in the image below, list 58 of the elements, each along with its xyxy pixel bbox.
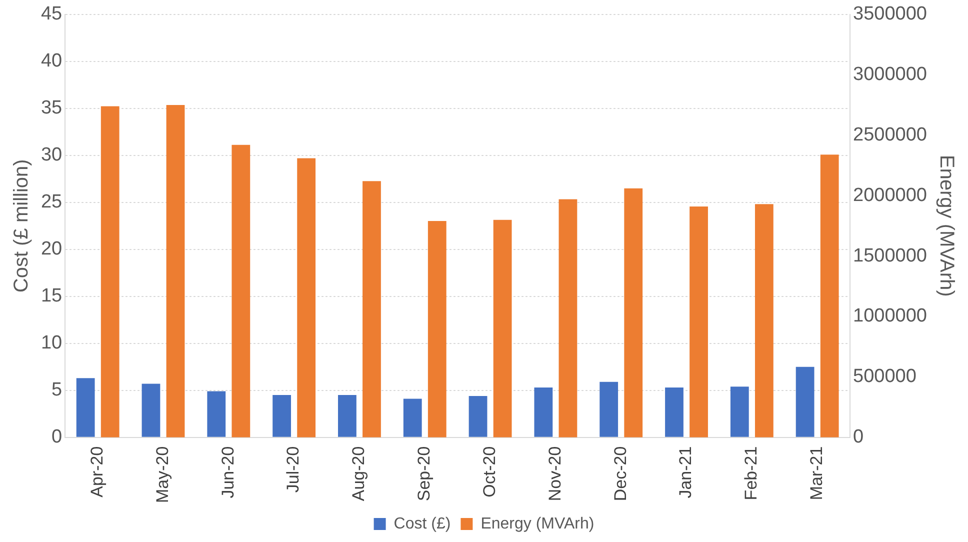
x-tick-label: Oct-20 xyxy=(480,446,499,498)
y-tick-label: 35 xyxy=(40,98,62,119)
bar xyxy=(166,105,185,438)
bar xyxy=(558,199,578,438)
y-tick-label: 40 xyxy=(40,50,62,72)
bar xyxy=(272,395,291,437)
bar xyxy=(624,188,643,438)
bar xyxy=(76,378,95,437)
y2-tick-label: 1000000 xyxy=(853,306,927,327)
x-tick-label: Feb-21 xyxy=(742,446,761,500)
bar xyxy=(665,388,684,437)
bar xyxy=(338,395,356,437)
x-tick-label: Aug-20 xyxy=(349,446,368,502)
legend-label: Energy (MVArh) xyxy=(480,515,594,532)
bar xyxy=(468,396,488,437)
y-tick-label: 10 xyxy=(40,332,62,354)
x-tick-label: Mar-21 xyxy=(807,446,826,500)
x-tick-label: Sep-20 xyxy=(414,446,434,502)
bar xyxy=(820,154,839,438)
y-tick-label: 45 xyxy=(40,4,62,25)
x-tick-label: May-20 xyxy=(152,446,172,503)
bar xyxy=(493,220,512,438)
bar xyxy=(754,204,774,438)
x-tick-label: Apr-20 xyxy=(88,446,107,498)
bar xyxy=(297,158,316,438)
y-tick-label: 20 xyxy=(40,238,62,260)
bar xyxy=(232,144,250,438)
bar xyxy=(690,206,708,438)
bar xyxy=(428,221,446,438)
bar xyxy=(730,386,749,437)
bar xyxy=(362,181,381,438)
y-tick-label: 15 xyxy=(40,286,62,307)
y2-tick-label: 0 xyxy=(853,426,864,448)
y-tick-label: 0 xyxy=(52,426,62,448)
y2-tick-label: 3000000 xyxy=(853,64,927,86)
x-tick-label: Dec-20 xyxy=(610,446,630,502)
legend-label: Cost (£) xyxy=(394,515,451,532)
bar xyxy=(534,388,553,437)
x-tick-label: Jan-21 xyxy=(676,446,696,498)
bar xyxy=(142,384,160,437)
y2-axis-title: Energy (MVArh) xyxy=(935,154,958,297)
bar xyxy=(600,382,618,437)
x-tick-label: Nov-20 xyxy=(545,446,564,502)
y2-tick-label: 2500000 xyxy=(853,124,927,146)
bar xyxy=(100,106,120,438)
y2-tick-label: 2000000 xyxy=(853,184,927,206)
y2-tick-label: 500000 xyxy=(853,366,916,388)
y2-tick-label: 3500000 xyxy=(853,4,927,25)
x-tick-label: Jun-20 xyxy=(218,446,238,498)
y-tick-label: 25 xyxy=(40,192,62,213)
y-tick-label: 30 xyxy=(40,144,62,166)
x-tick-label: Jul-20 xyxy=(284,446,303,493)
bar xyxy=(403,398,422,437)
y2-tick-label: 1500000 xyxy=(853,245,927,266)
y-axis-title: Cost (£ million) xyxy=(10,159,33,293)
bar xyxy=(207,391,226,437)
bar xyxy=(796,366,814,437)
y-tick-label: 5 xyxy=(52,380,62,401)
